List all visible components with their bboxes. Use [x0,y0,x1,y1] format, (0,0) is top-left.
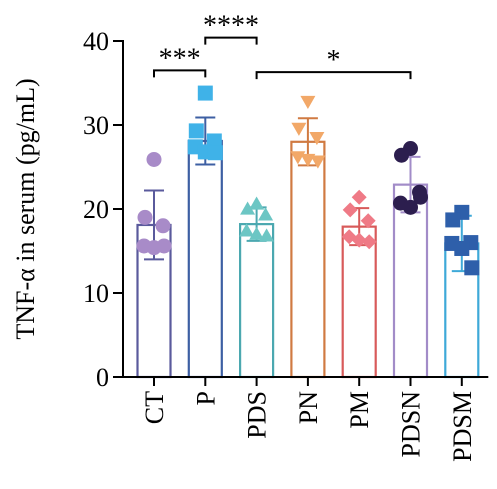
data-point [310,155,326,169]
data-point [259,228,275,242]
x-tick-label: P [191,391,220,405]
data-point [309,131,325,146]
points-layer [136,85,480,276]
data-point [249,226,265,240]
data-point [464,260,480,276]
data-point [291,122,307,136]
significance-bracket [204,36,258,45]
data-point [445,212,461,228]
y-axis-title: TNF-α in serum (pg/mL) [11,78,40,339]
x-tick-label: PN [294,391,323,424]
x-tick-label: PDSN [397,391,426,458]
data-point [351,232,367,248]
y-tick-label: 20 [83,195,109,224]
x-tick-label: PM [345,391,374,429]
y-tick-label: 10 [83,279,109,308]
data-point [197,85,213,101]
bars-layer [136,139,480,379]
data-point [156,238,172,254]
data-point [454,240,470,256]
data-point [413,189,428,205]
data-point [207,145,223,161]
x-tick-label: CT [140,391,169,424]
data-point [300,95,316,109]
data-point [361,234,377,250]
y-tick-label: 0 [96,363,109,392]
data-point [155,218,171,234]
y-tick-label: 30 [83,111,109,140]
data-point [146,151,162,167]
x-tick-label: PDSM [448,391,477,462]
y-axis: 0 10 20 30 40 [83,27,124,392]
bar [290,140,326,379]
y-tick-label: 40 [83,27,109,56]
bar [239,223,275,379]
significance-label: **** [203,11,259,42]
data-point [403,199,418,215]
significance-label: *** [159,43,201,74]
significance-layer: ******** [153,11,412,80]
bar [341,225,377,379]
significance-bracket [255,71,412,80]
data-point [188,123,204,139]
data-point [240,201,256,215]
data-point [258,207,274,221]
data-point [351,189,367,205]
x-tick-label: PDS [243,391,272,439]
data-point [249,196,265,210]
bar [187,139,223,379]
data-point [342,202,358,218]
data-point [239,223,255,237]
data-point [137,209,153,225]
significance-label: * [327,45,341,76]
data-point [360,213,376,229]
significance-bracket [153,69,207,78]
x-axis: CT P PDS PN PM PDSN PDSM [122,376,489,462]
data-point [394,147,409,163]
